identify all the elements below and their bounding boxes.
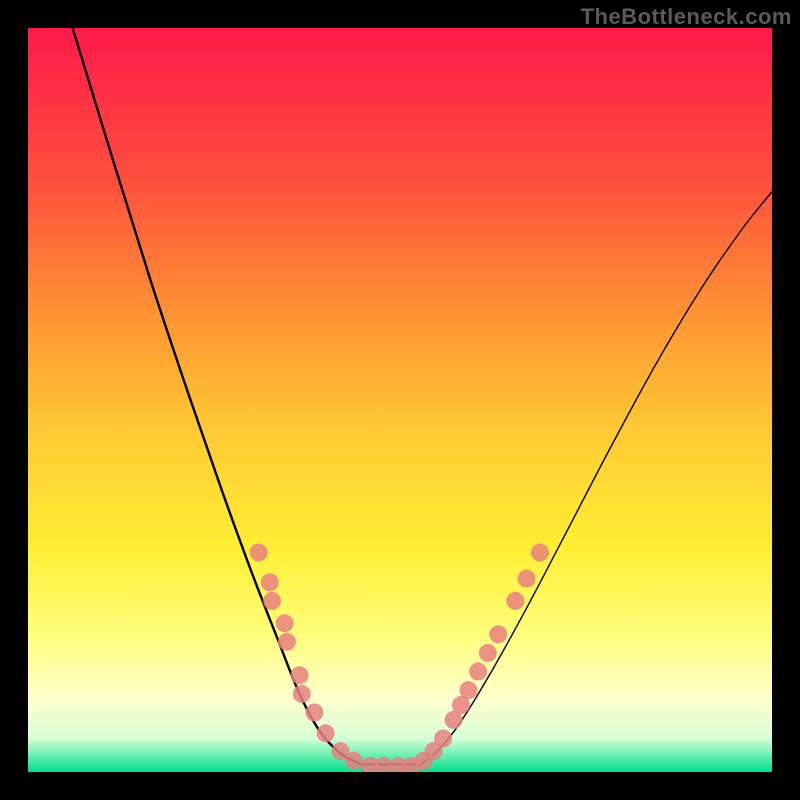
marker-point [293,685,311,703]
marker-point [250,544,268,562]
bottleneck-chart-svg [28,28,772,772]
marker-point [517,570,535,588]
watermark-text: TheBottleneck.com [581,4,792,30]
plot-area [28,28,772,772]
marker-point [469,663,487,681]
marker-point [263,592,281,610]
marker-point [506,592,524,610]
marker-point [276,614,294,632]
marker-point [305,703,323,721]
marker-point [434,730,452,748]
marker-point [278,633,296,651]
marker-point [291,666,309,684]
chart-container: TheBottleneck.com [0,0,800,800]
marker-point [345,752,363,770]
marker-point [531,544,549,562]
gradient-background [28,28,772,772]
marker-point [479,644,497,662]
marker-point [261,573,279,591]
marker-point [489,625,507,643]
marker-point [317,724,335,742]
marker-point [459,681,477,699]
